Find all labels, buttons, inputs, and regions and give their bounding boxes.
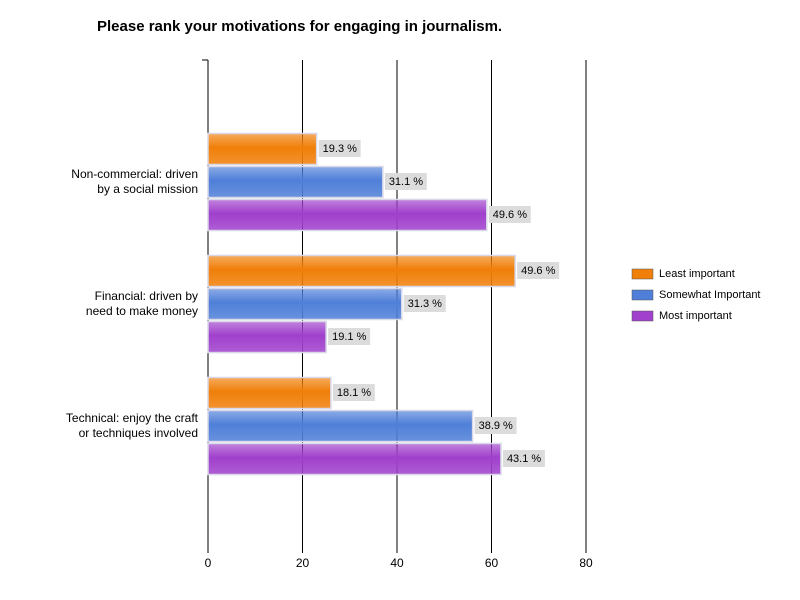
- x-tick-label: 20: [296, 556, 310, 570]
- value-label: 38.9 %: [479, 420, 513, 432]
- y-tick-label: Non-commercial: driven by a social missi…: [71, 167, 198, 196]
- legend-label: Most important: [659, 310, 732, 322]
- bar: [207, 287, 403, 321]
- value-label: 31.3 %: [408, 298, 442, 310]
- legend-label: Least important: [659, 268, 735, 280]
- bar: [207, 376, 332, 410]
- legend-swatch: [631, 268, 654, 280]
- value-label: 19.3 %: [323, 143, 357, 155]
- bar: [207, 442, 502, 476]
- value-label-bg: [517, 262, 560, 279]
- value-label: 19.1 %: [332, 331, 366, 343]
- x-tick-label: 0: [205, 556, 212, 570]
- x-tick-label: 80: [579, 556, 593, 570]
- y-tick-label: Financial: driven by need to make money: [85, 289, 198, 318]
- value-label: 18.1 %: [337, 387, 371, 399]
- value-label-bg: [332, 384, 375, 401]
- value-label-bg: [384, 173, 427, 190]
- x-tick-label: 40: [390, 556, 404, 570]
- value-label: 31.1 %: [389, 176, 423, 188]
- x-tick-label: 60: [485, 556, 499, 570]
- bar: [207, 320, 327, 354]
- legend-swatch: [631, 310, 654, 322]
- bar: [207, 165, 384, 199]
- legend-swatch: [631, 289, 654, 301]
- bar: [207, 132, 318, 166]
- value-label: 49.6 %: [493, 209, 527, 221]
- bar: [207, 409, 474, 443]
- value-label: 49.6 %: [521, 265, 555, 277]
- value-label-bg: [474, 417, 517, 434]
- value-label-bg: [502, 450, 545, 467]
- value-label: 43.1 %: [507, 453, 541, 465]
- chart-title: Please rank your motivations for engagin…: [97, 18, 502, 35]
- value-label-bg: [318, 140, 361, 157]
- legend-label: Somewhat Important: [659, 289, 761, 301]
- y-tick-label: Technical: enjoy the craft or techniques…: [65, 411, 198, 440]
- bar: [207, 254, 516, 288]
- value-label-bg: [328, 328, 371, 345]
- value-label-bg: [403, 295, 446, 312]
- value-label-bg: [488, 206, 531, 223]
- bar: [207, 198, 488, 232]
